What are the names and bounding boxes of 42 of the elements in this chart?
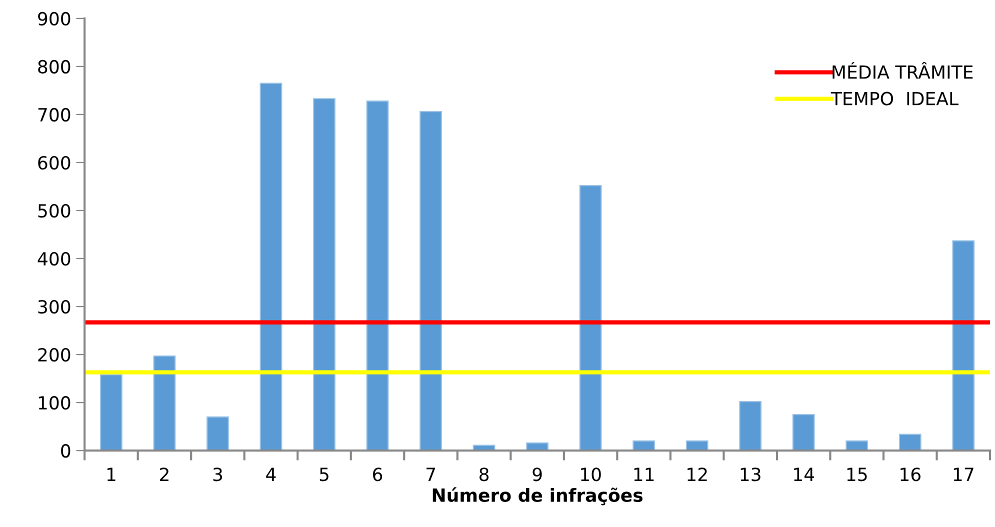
bar [898,434,922,451]
x-tick-label: 7 [426,468,435,481]
legend-label: MÉDIA TRÂMITE [832,62,973,79]
y-tick-label: 300 [38,300,70,314]
y-tick-label: 900 [38,12,70,26]
x-tick-label: 3 [213,468,222,482]
bar [206,416,229,451]
bar [579,184,602,451]
x-tick-label: 16 [900,468,920,482]
x-tick-label: 12 [688,468,707,481]
bar [792,414,815,451]
y-tick-label: 500 [38,204,70,218]
y-tick-label: 200 [38,348,70,362]
x-tick-label: 17 [954,468,974,481]
y-tick-label: 0 [61,444,70,458]
legend-label: TEMPO IDEAL [830,92,958,106]
bar [260,82,282,451]
bar [420,111,442,451]
x-tick-label: 8 [480,468,489,482]
x-tick-label: 15 [847,468,867,482]
x-tick-label: 13 [740,468,760,482]
bar [739,401,762,451]
bar [952,240,975,451]
y-tick-label: 700 [38,108,70,122]
x-tick-label: 5 [320,468,328,482]
x-tick-label: 10 [581,468,601,482]
y-tick-label: 600 [38,156,70,170]
bar [153,355,176,451]
x-tick-label: 1 [107,468,116,481]
bar [100,374,122,451]
x-tick-label: 6 [373,468,382,482]
x-tick-label: 14 [794,468,814,481]
x-tick-label: 9 [532,468,542,482]
x-axis-title: Número de infrações [432,487,643,506]
bar [366,100,389,451]
x-tick-label: 4 [266,468,276,481]
y-tick-label: 100 [38,396,70,410]
x-tick-label: 2 [160,468,168,481]
bar [313,98,336,451]
y-tick-label: 800 [38,60,70,74]
x-tick-label: 11 [634,468,654,481]
y-tick-label: 400 [38,252,70,266]
